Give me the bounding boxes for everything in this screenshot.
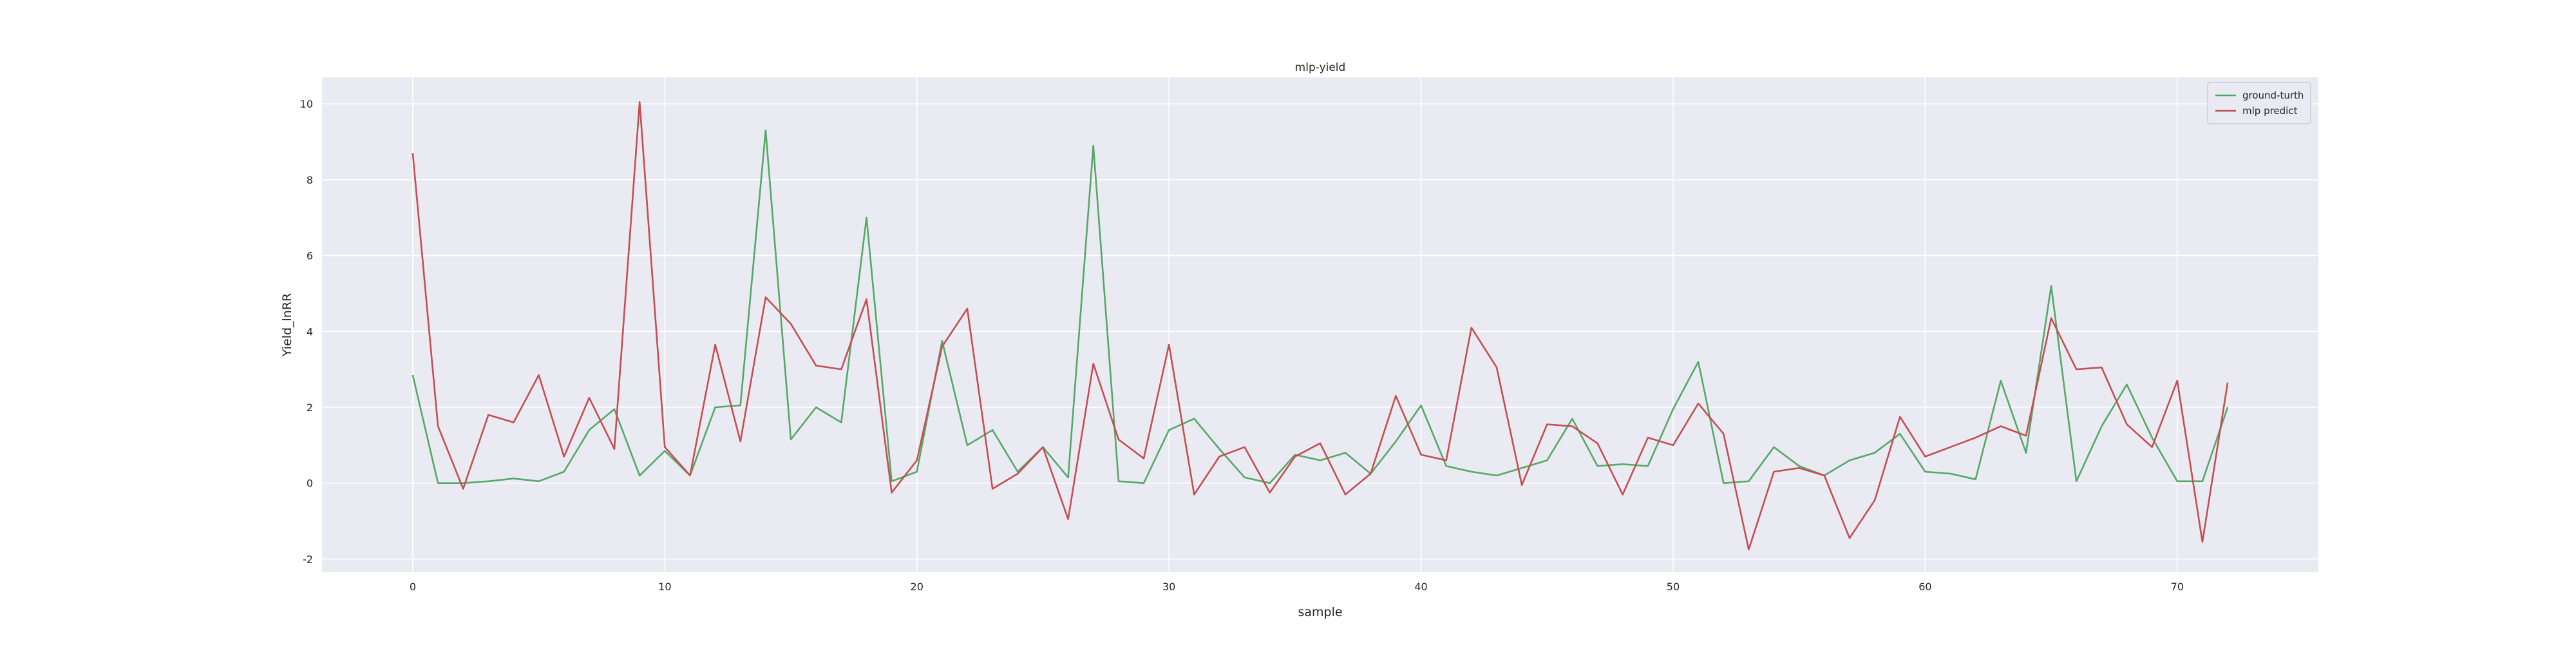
y-tick-label: 6: [307, 250, 313, 262]
x-axis-ticks: 0 10 20 30 40 50 60 70: [410, 581, 2184, 593]
x-tick-label: 10: [658, 581, 671, 593]
series-layer: [412, 101, 2229, 551]
x-tick-label: 70: [2171, 581, 2184, 593]
y-tick-label: 2: [307, 401, 313, 414]
x-tick-label: 40: [1414, 581, 1427, 593]
x-tick-label: 50: [1667, 581, 1680, 593]
plot-area: [322, 77, 2318, 572]
series-line-2: [412, 101, 2229, 551]
y-axis-label: Yield_lnRR: [280, 293, 294, 357]
y-tick-label: 4: [307, 325, 313, 338]
x-tick-label: 30: [1162, 581, 1175, 593]
y-tick-label: 0: [307, 478, 313, 490]
legend-frame: [2207, 82, 2311, 124]
legend-label: mlp predict: [2242, 105, 2298, 117]
y-tick-label: 10: [300, 98, 313, 110]
x-tick-label: 20: [911, 581, 923, 593]
x-tick-label: 0: [410, 581, 416, 593]
x-tick-label: 60: [1918, 581, 1931, 593]
y-axis-ticks: -2 0 2 4 6 8 10: [300, 98, 313, 565]
x-axis-label: sample: [1298, 605, 1342, 619]
y-tick-label: -2: [303, 553, 313, 565]
y-tick-label: 8: [307, 174, 313, 186]
series-line-1: [412, 130, 2229, 485]
chart-title: mlp-yield: [1295, 61, 1346, 74]
legend-label: ground-turth: [2242, 90, 2304, 101]
grid-lines: [322, 77, 2318, 572]
legend: ground-turth mlp predict: [2207, 82, 2311, 124]
